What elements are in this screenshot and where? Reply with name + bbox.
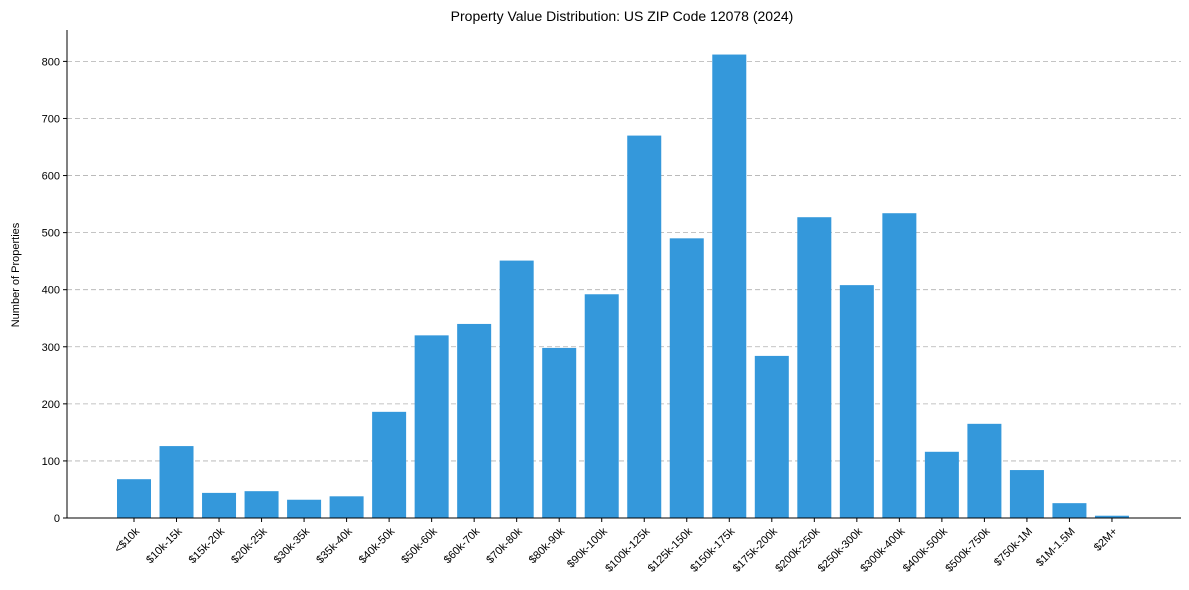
bar (329, 496, 364, 518)
y-tick-label: 300 (42, 342, 60, 354)
x-tick-label: $250k-300k (816, 525, 865, 574)
x-tick-label: $175k-200k (731, 525, 780, 574)
x-tick-label: $2M+ (1092, 526, 1120, 554)
y-axis-title: Number of Properties (10, 222, 22, 327)
bars (117, 54, 1129, 518)
x-tick-label: $150k-175k (688, 525, 737, 574)
x-tick-label: $100k-125k (603, 525, 652, 574)
bar (967, 423, 1002, 518)
y-tick-label: 200 (42, 399, 60, 411)
x-tick-label: $60k-70k (442, 525, 483, 566)
x-tick-label: <$10k (112, 525, 142, 555)
x-ticks: <$10k $10k-15k $15k-20k $20k-25k $30k-35k $35… (112, 518, 1120, 575)
y-tick-label: 500 (42, 228, 60, 240)
bar (499, 260, 534, 518)
bar (1009, 470, 1044, 518)
bar (882, 213, 917, 518)
x-tick-label: $35k-40k (314, 525, 355, 566)
x-tick-label: $750k-1M (992, 526, 1035, 569)
y-tick-label: 600 (42, 171, 60, 183)
x-tick-label: $125k-150k (646, 525, 695, 574)
x-tick-label: $300k-400k (858, 525, 907, 574)
x-tick-label: $80k-90k (527, 525, 568, 566)
x-tick-label: $70k-80k (484, 525, 525, 566)
bar (669, 238, 704, 518)
x-tick-label: $30k-35k (272, 525, 313, 566)
bar (924, 451, 959, 518)
bar (372, 411, 407, 518)
bar (797, 217, 832, 518)
x-tick-label: $50k-60k (399, 525, 440, 566)
bar (159, 446, 194, 518)
x-tick-label: $15k-20k (187, 525, 228, 566)
bar (839, 285, 874, 518)
bar (627, 135, 662, 518)
bar (202, 492, 237, 518)
bar (457, 323, 492, 518)
y-ticks: 0 100 200 300 400 500 600 700 800 (42, 56, 67, 525)
axes (66, 30, 1181, 519)
x-tick-label: $90k-100k (565, 525, 610, 570)
bar (1052, 503, 1087, 518)
gridlines (67, 60, 1181, 462)
x-tick-label: $1M-1.5M (1034, 526, 1078, 570)
x-tick-label: $10k-15k (144, 525, 185, 566)
chart-title: Property Value Distribution: US ZIP Code… (451, 8, 794, 24)
bar (584, 294, 619, 518)
bar (414, 335, 449, 518)
y-tick-label: 700 (42, 113, 60, 125)
bar (244, 491, 279, 518)
bar (712, 54, 747, 518)
y-tick-label: 100 (42, 456, 60, 468)
y-tick-label: 800 (42, 56, 60, 68)
x-tick-label: $20k-25k (229, 525, 270, 566)
y-tick-label: 0 (54, 513, 60, 525)
y-tick-label: 400 (42, 285, 60, 297)
x-tick-label: $500k-750k (943, 525, 992, 574)
x-tick-label: $40k-50k (357, 525, 398, 566)
x-tick-label: $400k-500k (901, 525, 950, 574)
x-tick-label: $200k-250k (773, 525, 822, 574)
bar (1094, 515, 1129, 518)
bar (287, 499, 322, 518)
bar (754, 355, 789, 518)
bar (117, 479, 151, 518)
bar (542, 347, 577, 518)
